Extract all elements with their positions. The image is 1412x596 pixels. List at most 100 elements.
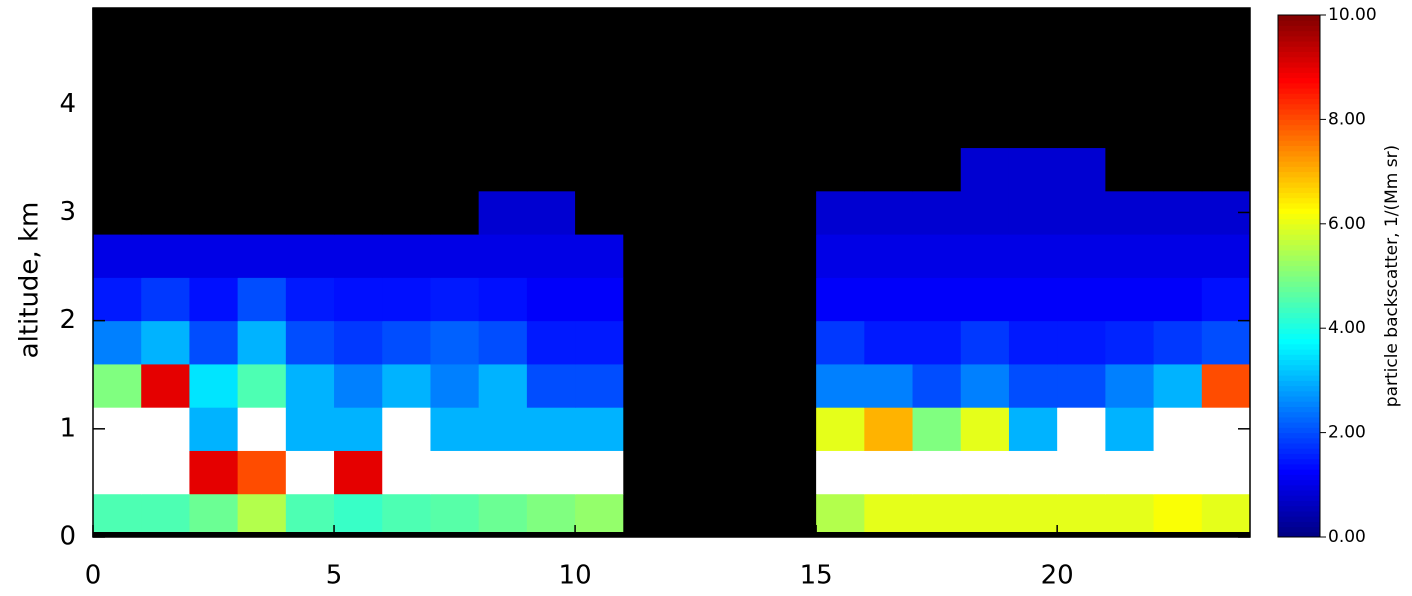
heatmap-cell bbox=[430, 320, 480, 365]
heatmap-cell bbox=[1153, 147, 1203, 192]
colorbar-step bbox=[1278, 187, 1320, 193]
heatmap-cell bbox=[1201, 450, 1251, 495]
colorbar-step bbox=[1278, 396, 1320, 402]
heatmap-cell bbox=[864, 450, 914, 495]
colorbar-step bbox=[1278, 317, 1320, 324]
x-tick-label: 0 bbox=[85, 561, 102, 591]
heatmap-cell bbox=[960, 320, 1010, 365]
heatmap-cell bbox=[864, 277, 914, 322]
heatmap-cell bbox=[575, 407, 624, 451]
colorbar-step bbox=[1278, 416, 1320, 423]
heatmap-cell bbox=[478, 450, 528, 495]
heatmap-cell bbox=[285, 61, 335, 105]
heatmap-cell bbox=[526, 234, 576, 278]
heatmap-cell bbox=[671, 61, 721, 105]
heatmap-cell bbox=[93, 147, 142, 192]
colorbar-step bbox=[1278, 322, 1320, 329]
colorbar-step bbox=[1278, 291, 1320, 298]
heatmap-cell bbox=[478, 407, 528, 451]
heatmap-cell bbox=[960, 234, 1010, 278]
heatmap-cell bbox=[189, 363, 239, 408]
heatmap-cell bbox=[767, 17, 817, 62]
heatmap-cell bbox=[575, 61, 624, 105]
y-tick-label: 3 bbox=[59, 197, 76, 227]
heatmap-cell bbox=[767, 450, 817, 495]
heatmap-cell bbox=[767, 104, 817, 149]
heatmap-cell bbox=[430, 190, 480, 235]
colorbar-step bbox=[1278, 46, 1320, 53]
heatmap-cell bbox=[816, 363, 865, 408]
heatmap-cell bbox=[671, 104, 721, 149]
heatmap-cell bbox=[285, 450, 335, 495]
colorbar-step bbox=[1278, 135, 1320, 141]
colorbar-step bbox=[1278, 349, 1320, 355]
heatmap-cell bbox=[93, 493, 142, 538]
colorbar-step bbox=[1278, 354, 1320, 361]
colorbar-step bbox=[1278, 307, 1320, 314]
heatmap-cell bbox=[623, 450, 672, 495]
heatmap-cell bbox=[141, 320, 190, 365]
colorbar-step bbox=[1278, 119, 1320, 126]
colorbar-step bbox=[1278, 140, 1320, 146]
colorbar-step bbox=[1278, 223, 1320, 230]
heatmap-cell bbox=[719, 407, 769, 451]
heatmap-cell bbox=[623, 17, 672, 62]
x-tick-label: 15 bbox=[800, 561, 833, 591]
colorbar-step bbox=[1278, 484, 1320, 491]
heatmap-cell bbox=[719, 320, 769, 365]
heatmap-cell bbox=[237, 320, 287, 365]
heatmap-cell bbox=[189, 450, 239, 495]
colorbar-step bbox=[1278, 401, 1320, 407]
heatmap-cell bbox=[237, 234, 287, 278]
heatmap-cell bbox=[1008, 277, 1058, 322]
heatmap-cell bbox=[719, 190, 769, 235]
colorbar-step bbox=[1278, 182, 1320, 188]
heatmap-cell bbox=[623, 104, 672, 149]
colorbar-step bbox=[1278, 249, 1320, 256]
heatmap-cell bbox=[526, 320, 576, 365]
heatmap-cell bbox=[237, 61, 287, 105]
heatmap-cell bbox=[575, 104, 624, 149]
colorbar-step bbox=[1278, 244, 1320, 251]
colorbar-step bbox=[1278, 67, 1320, 73]
heatmap-cell bbox=[767, 363, 817, 408]
heatmap-cell bbox=[767, 234, 817, 278]
heatmap-cell bbox=[1105, 104, 1155, 149]
colorbar-step bbox=[1278, 453, 1320, 460]
heatmap-cell bbox=[912, 493, 962, 538]
heatmap-cell bbox=[1105, 61, 1155, 105]
x-tick-label: 5 bbox=[326, 561, 343, 591]
colorbar-step bbox=[1278, 495, 1320, 501]
heatmap-cell bbox=[382, 234, 431, 278]
colorbar-step bbox=[1278, 145, 1320, 152]
colorbar-step bbox=[1278, 88, 1320, 94]
heatmap-cell bbox=[960, 450, 1010, 495]
heatmap-cell bbox=[1008, 190, 1058, 235]
heatmap-cell bbox=[430, 450, 480, 495]
heatmap-cell bbox=[93, 363, 142, 408]
heatmap-cell bbox=[864, 61, 914, 105]
heatmap-cell bbox=[864, 407, 914, 451]
heatmap-cell bbox=[334, 17, 383, 62]
heatmap-cell bbox=[430, 61, 480, 105]
heatmap-cell bbox=[382, 190, 431, 235]
colorbar-step bbox=[1278, 463, 1320, 470]
heatmap-cell bbox=[575, 234, 624, 278]
colorbar-step bbox=[1278, 108, 1320, 115]
heatmap-cell bbox=[285, 407, 335, 451]
colorbar-step bbox=[1278, 437, 1320, 444]
heatmap-cell bbox=[719, 17, 769, 62]
heatmap-cell bbox=[93, 61, 142, 105]
heatmap-cell bbox=[623, 147, 672, 192]
colorbar-step bbox=[1278, 385, 1320, 392]
heatmap-cell bbox=[189, 234, 239, 278]
heatmap-cell bbox=[334, 104, 383, 149]
colorbar-step bbox=[1278, 265, 1320, 272]
heatmap-cell bbox=[719, 363, 769, 408]
heatmap-cell bbox=[767, 147, 817, 192]
colorbar-step bbox=[1278, 114, 1320, 120]
heatmap-cell bbox=[1008, 104, 1058, 149]
heatmap-cell bbox=[382, 17, 431, 62]
heatmap-cell bbox=[1153, 104, 1203, 149]
heatmap-cell bbox=[141, 104, 190, 149]
